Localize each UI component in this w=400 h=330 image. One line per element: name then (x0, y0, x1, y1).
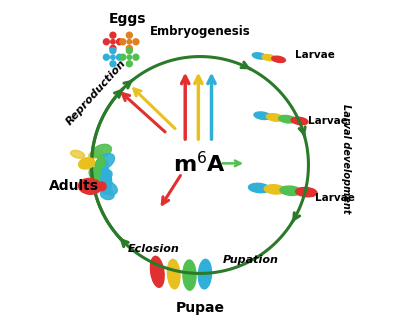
Ellipse shape (89, 150, 103, 158)
Ellipse shape (272, 56, 285, 62)
Ellipse shape (79, 158, 95, 169)
Ellipse shape (110, 46, 116, 51)
Ellipse shape (101, 167, 112, 193)
Ellipse shape (116, 39, 122, 45)
Text: Eclosion: Eclosion (128, 244, 180, 254)
Ellipse shape (126, 32, 132, 38)
Ellipse shape (248, 183, 270, 193)
Ellipse shape (110, 48, 116, 53)
Ellipse shape (254, 112, 271, 119)
Ellipse shape (183, 260, 196, 290)
Text: Larvae: Larvae (315, 193, 355, 203)
Ellipse shape (127, 55, 132, 59)
Ellipse shape (78, 179, 101, 194)
Ellipse shape (167, 259, 180, 289)
Ellipse shape (133, 39, 139, 45)
Ellipse shape (126, 48, 132, 53)
Ellipse shape (150, 256, 164, 287)
Ellipse shape (92, 144, 112, 158)
Ellipse shape (94, 156, 105, 181)
Ellipse shape (120, 54, 126, 60)
Ellipse shape (264, 185, 286, 194)
Ellipse shape (126, 61, 132, 67)
Ellipse shape (291, 117, 308, 125)
Text: Pupation: Pupation (223, 255, 279, 265)
Ellipse shape (98, 180, 117, 195)
Ellipse shape (70, 150, 85, 158)
Ellipse shape (99, 170, 112, 181)
Ellipse shape (100, 190, 114, 200)
Text: Larvae: Larvae (295, 50, 335, 60)
Text: Adults: Adults (49, 180, 99, 193)
Ellipse shape (133, 54, 139, 60)
Ellipse shape (116, 54, 122, 60)
Text: m$^6$A: m$^6$A (174, 151, 226, 176)
Text: Embryogenesis: Embryogenesis (150, 25, 250, 38)
Text: Larvae: Larvae (308, 115, 348, 126)
Ellipse shape (127, 40, 132, 44)
Ellipse shape (92, 177, 104, 187)
Ellipse shape (96, 153, 114, 170)
Ellipse shape (111, 40, 115, 44)
Text: Eggs: Eggs (109, 12, 146, 26)
Ellipse shape (110, 61, 116, 67)
Ellipse shape (98, 182, 106, 191)
Ellipse shape (279, 115, 296, 123)
Text: Reproduction: Reproduction (65, 58, 128, 127)
Text: Pupae: Pupae (176, 301, 224, 315)
Ellipse shape (110, 32, 116, 38)
Ellipse shape (262, 54, 276, 61)
Ellipse shape (266, 114, 283, 121)
Ellipse shape (126, 46, 132, 51)
Ellipse shape (111, 55, 115, 59)
Ellipse shape (296, 187, 317, 197)
Text: Larval development: Larval development (341, 104, 351, 213)
Ellipse shape (198, 259, 212, 289)
Ellipse shape (103, 54, 109, 60)
Ellipse shape (120, 39, 126, 45)
Ellipse shape (95, 159, 108, 169)
Ellipse shape (103, 39, 109, 45)
Ellipse shape (252, 53, 266, 59)
Ellipse shape (280, 186, 301, 195)
Ellipse shape (89, 168, 106, 183)
